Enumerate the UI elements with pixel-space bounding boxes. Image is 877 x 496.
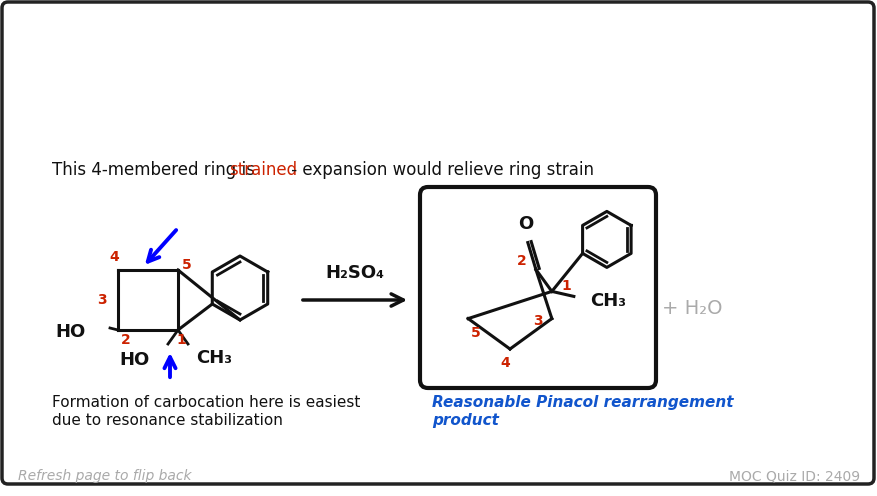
Text: CH₃: CH₃: [196, 349, 232, 367]
Text: HO: HO: [119, 351, 150, 369]
Text: 4: 4: [500, 356, 510, 370]
Text: strained: strained: [229, 161, 296, 179]
Text: 5: 5: [182, 258, 192, 272]
Text: - expansion would relieve ring strain: - expansion would relieve ring strain: [286, 161, 594, 179]
Text: 3: 3: [97, 293, 107, 307]
Text: Reasonable Pinacol rearrangement: Reasonable Pinacol rearrangement: [431, 395, 732, 410]
Text: Formation of carbocation here is easiest: Formation of carbocation here is easiest: [52, 395, 360, 410]
Text: 4: 4: [109, 250, 118, 264]
Text: 2: 2: [517, 254, 526, 268]
Text: CH₃: CH₃: [589, 293, 625, 310]
Text: Refresh page to flip back: Refresh page to flip back: [18, 469, 191, 483]
FancyBboxPatch shape: [419, 187, 655, 388]
Text: due to resonance stabilization: due to resonance stabilization: [52, 413, 282, 428]
Text: HO: HO: [55, 323, 86, 341]
Text: 2: 2: [121, 333, 131, 347]
Text: 1: 1: [560, 279, 570, 294]
FancyBboxPatch shape: [2, 2, 873, 484]
Text: MOC Quiz ID: 2409: MOC Quiz ID: 2409: [728, 469, 859, 483]
Text: O: O: [517, 215, 533, 233]
Text: 3: 3: [532, 313, 542, 327]
Text: product: product: [431, 413, 498, 428]
Text: This 4-membered ring is: This 4-membered ring is: [52, 161, 260, 179]
Text: + H₂O: + H₂O: [661, 299, 722, 317]
Text: 5: 5: [471, 325, 481, 340]
Text: H₂SO₄: H₂SO₄: [325, 264, 384, 282]
Text: 1: 1: [176, 333, 186, 347]
